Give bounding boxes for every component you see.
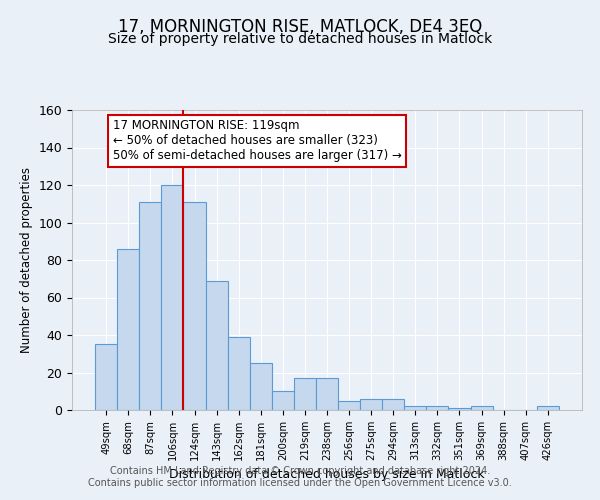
Text: Size of property relative to detached houses in Matlock: Size of property relative to detached ho…	[108, 32, 492, 46]
Bar	[316, 378, 338, 410]
Bar	[537, 406, 559, 410]
Bar	[227, 337, 250, 410]
Bar	[184, 202, 206, 410]
Text: Contains HM Land Registry data © Crown copyright and database right 2024.
Contai: Contains HM Land Registry data © Crown c…	[88, 466, 512, 487]
X-axis label: Distribution of detached houses by size in Matlock: Distribution of detached houses by size …	[169, 468, 485, 481]
Bar	[139, 202, 161, 410]
Bar	[338, 400, 360, 410]
Bar	[206, 280, 227, 410]
Bar	[95, 344, 117, 410]
Bar	[272, 391, 294, 410]
Text: 17 MORNINGTON RISE: 119sqm
← 50% of detached houses are smaller (323)
50% of sem: 17 MORNINGTON RISE: 119sqm ← 50% of deta…	[113, 120, 402, 162]
Bar	[404, 406, 427, 410]
Bar	[427, 406, 448, 410]
Bar	[448, 408, 470, 410]
Bar	[382, 399, 404, 410]
Bar	[360, 399, 382, 410]
Bar	[250, 363, 272, 410]
Bar	[294, 378, 316, 410]
Y-axis label: Number of detached properties: Number of detached properties	[20, 167, 33, 353]
Bar	[161, 185, 184, 410]
Bar	[117, 248, 139, 410]
Bar	[470, 406, 493, 410]
Text: 17, MORNINGTON RISE, MATLOCK, DE4 3EQ: 17, MORNINGTON RISE, MATLOCK, DE4 3EQ	[118, 18, 482, 36]
